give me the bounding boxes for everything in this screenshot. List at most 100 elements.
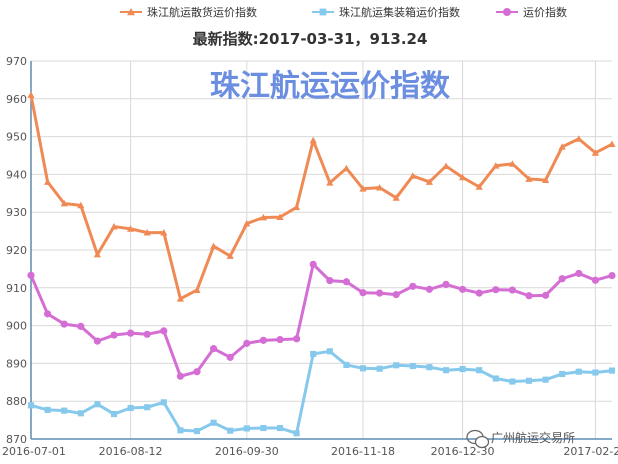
data-point	[93, 337, 101, 345]
y-tick-label: 970	[6, 55, 27, 68]
data-point	[525, 377, 533, 384]
data-point	[393, 362, 400, 369]
x-tick-label: 2016-08-12	[99, 445, 163, 458]
y-tick-label: 920	[6, 244, 27, 257]
data-point	[608, 367, 616, 374]
data-point	[226, 252, 234, 259]
data-point	[260, 424, 267, 432]
data-point	[476, 367, 483, 374]
y-tick-label: 880	[6, 395, 27, 408]
data-point	[608, 271, 616, 280]
legend-swatch-marker	[319, 8, 327, 16]
data-point	[177, 427, 184, 434]
x-tick-label: 2016-07-01	[2, 445, 66, 458]
data-point	[459, 285, 467, 293]
series-3	[27, 260, 616, 380]
data-point	[44, 178, 52, 185]
data-point	[475, 183, 483, 190]
data-point	[259, 213, 267, 221]
data-point	[293, 203, 301, 211]
legend-item[interactable]: 珠江航运散货运价指数	[120, 5, 257, 19]
grid	[30, 60, 612, 440]
y-tick-label: 890	[6, 357, 27, 370]
legend-swatch-marker	[127, 8, 135, 16]
data-point	[160, 327, 168, 335]
data-point	[127, 329, 135, 337]
data-point	[143, 330, 151, 338]
data-point	[359, 289, 367, 297]
data-point	[276, 424, 284, 432]
data-point	[93, 250, 101, 258]
data-point	[376, 184, 384, 191]
y-tick-label: 900	[6, 320, 27, 333]
data-point	[509, 378, 516, 385]
data-point	[342, 278, 350, 286]
data-point	[608, 140, 616, 148]
data-point	[110, 410, 118, 418]
data-point	[591, 276, 600, 284]
data-point	[243, 339, 251, 347]
chart-subtitle: 最新指数:2017-03-31，913.24	[193, 30, 428, 48]
data-point	[575, 269, 583, 278]
data-point	[110, 331, 118, 339]
data-point	[575, 135, 583, 142]
data-point	[193, 428, 201, 435]
legend-item[interactable]: 运价指数	[496, 5, 567, 19]
data-point	[160, 229, 168, 236]
data-point	[210, 345, 218, 353]
x-tick-label: 2016-09-30	[215, 445, 279, 458]
data-point	[525, 292, 533, 300]
data-point	[259, 336, 267, 344]
data-point	[127, 404, 134, 412]
data-point	[127, 225, 135, 232]
data-point	[342, 164, 350, 172]
data-point	[542, 176, 550, 183]
data-point	[326, 277, 334, 285]
data-point	[60, 199, 68, 207]
data-point	[193, 286, 201, 293]
data-point	[426, 364, 433, 371]
y-tick-label: 910	[6, 282, 27, 295]
x-tick-label: 2016-12-30	[431, 445, 495, 458]
data-point	[409, 282, 417, 290]
data-point	[27, 91, 35, 98]
y-tick-label: 940	[6, 168, 27, 181]
data-point	[492, 286, 500, 294]
data-point	[226, 353, 234, 361]
data-point	[310, 350, 317, 358]
data-point	[558, 275, 566, 283]
legend[interactable]: 珠江航运散货运价指数 珠江航运集装箱运价指数 运价指数	[120, 5, 567, 19]
data-point	[60, 320, 68, 328]
x-tick-label: 2016-11-18	[331, 445, 395, 458]
data-point	[359, 365, 367, 372]
data-point	[542, 291, 550, 299]
data-point	[144, 404, 151, 411]
data-point	[542, 376, 549, 383]
series-2	[27, 348, 616, 437]
legend-item[interactable]: 珠江航运集装箱运价指数	[312, 5, 460, 19]
data-point	[475, 289, 483, 297]
data-point	[409, 172, 417, 179]
data-point	[343, 361, 350, 368]
data-point	[276, 335, 284, 344]
source-label: 广州航运交易所	[491, 430, 575, 445]
y-tick-label: 930	[6, 206, 27, 219]
data-point	[77, 322, 85, 330]
data-point	[559, 370, 566, 378]
data-point	[492, 375, 499, 382]
data-point	[558, 143, 566, 150]
data-point	[193, 368, 201, 376]
data-point	[508, 286, 516, 294]
data-point	[326, 348, 333, 355]
data-point	[376, 289, 384, 297]
data-point	[442, 162, 450, 169]
data-point	[425, 178, 433, 185]
data-point	[492, 162, 500, 169]
x-axis-ticks: 2016-07-01 2016-08-12 2016-09-30 2016-11-18…	[2, 445, 618, 458]
data-point	[591, 149, 599, 156]
data-point	[77, 410, 84, 417]
data-point	[160, 399, 167, 406]
data-point	[592, 369, 599, 376]
data-point	[293, 430, 300, 437]
